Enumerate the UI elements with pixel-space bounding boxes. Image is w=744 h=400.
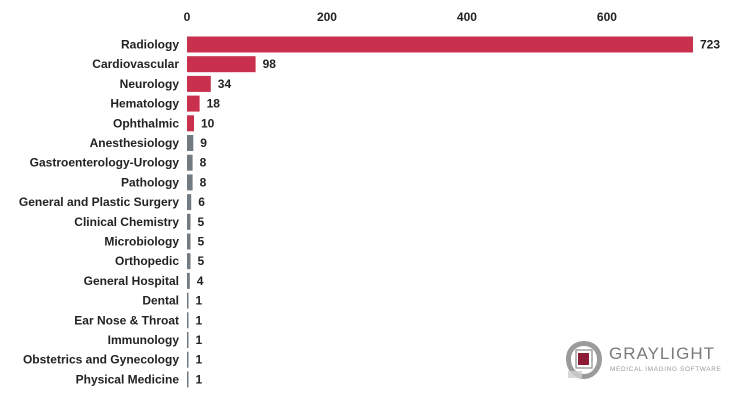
bar [187,272,190,289]
bar [187,194,192,211]
bar [187,312,189,329]
data-label: 1 [196,333,203,347]
bar [187,253,191,270]
x-tick-label: 0 [184,10,191,24]
data-label: 5 [197,235,204,249]
data-label: 1 [196,372,203,386]
data-label: 34 [218,77,232,91]
category-label: Neurology [120,77,180,91]
category-label: Hematology [110,97,179,111]
x-tick-label: 200 [317,10,337,24]
category-label: General and Plastic Surgery [19,195,179,209]
bar [187,154,193,171]
bar [187,233,191,250]
data-label: 8 [200,175,207,189]
category-label: Cardiovascular [92,57,179,71]
data-label: 1 [196,353,203,367]
data-label: 9 [200,136,207,150]
bar [187,56,256,73]
category-label: Pathology [121,175,179,189]
category-label: Dental [142,294,179,308]
graylight-logo-icon [566,341,602,379]
category-label: Ear Nose & Throat [74,313,179,327]
data-label: 8 [200,156,207,170]
category-label: Anesthesiology [90,136,180,150]
category-label: Orthopedic [115,254,179,268]
bar [187,75,211,92]
bar [187,174,193,191]
data-label: 1 [196,294,203,308]
x-tick-label: 400 [457,10,477,24]
x-tick-label: 600 [597,10,617,24]
bar [187,95,200,112]
data-label: 1 [196,313,203,327]
bar [187,351,189,368]
bar [187,213,191,230]
bar [187,292,189,309]
data-label: 723 [700,38,720,52]
bar [187,332,189,348]
category-label: General Hospital [84,274,179,288]
category-label: Ophthalmic [113,116,179,130]
logo-tagline: MEDICAL IMAGING SOFTWARE [610,366,722,373]
data-label: 5 [197,215,204,229]
category-label: Clinical Chemistry [74,215,179,229]
category-label: Physical Medicine [76,372,180,386]
category-labels: Radiology Cardiovascular Neurology Hematolo… [19,38,179,387]
data-label: 98 [263,57,277,71]
category-label: Obstetrics and Gynecology [23,353,179,367]
data-label: 6 [198,195,205,209]
bar [187,135,194,151]
logo-name: GRAYLIGHT [609,344,715,363]
data-label: 18 [207,97,221,111]
category-label: Radiology [121,38,179,52]
data-label: 4 [197,274,204,288]
category-label: Gastroenterology-Urology [30,156,180,170]
data-label: 5 [197,254,204,268]
bar [187,371,189,388]
data-label: 10 [201,116,215,130]
bar [187,36,693,53]
graylight-logo: GRAYLIGHT MEDICAL IMAGING SOFTWARE [563,338,721,382]
bar [187,115,194,132]
category-label: Microbiology [104,235,179,249]
bars [187,36,693,388]
category-label: Immunology [108,333,180,347]
x-axis-ticks: 0 200 400 600 [184,10,618,24]
